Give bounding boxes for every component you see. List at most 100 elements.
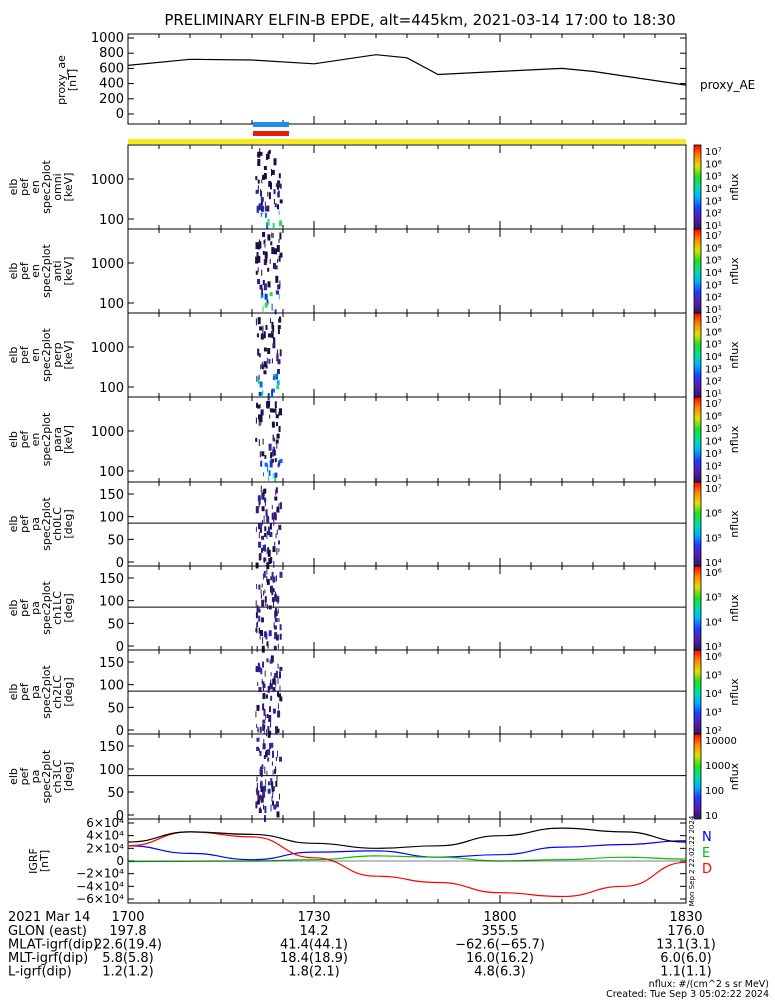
spectrogram-pixel <box>257 153 259 158</box>
spectrogram-pixel <box>267 191 269 197</box>
ytick-label: 1000 <box>91 257 124 272</box>
spectrogram-pixel <box>256 205 259 213</box>
colorbar-tick-label: 10⁵ <box>705 256 722 267</box>
spectrogram-pixel <box>264 251 268 259</box>
spectrogram-pixel <box>260 409 264 416</box>
spectrogram-pixel <box>265 714 267 720</box>
spectrogram-pixel <box>279 671 281 679</box>
colorbar-ch2LC: 10⁶ 10⁵ 10⁴ 10³ 10² nflux <box>693 649 741 737</box>
yticks-para: 1000 100 <box>91 425 134 480</box>
ylabel-line: pef <box>18 177 31 196</box>
spectrogram-pixel <box>258 209 260 214</box>
spectrogram-pixel <box>274 446 276 453</box>
spectrogram-pixel <box>262 693 266 700</box>
spectrogram-pixel <box>258 241 262 249</box>
footer-row-value: 1.2(1.2) <box>102 965 154 980</box>
colorbar-tick-label: 10³ <box>705 449 722 460</box>
spectrogram-pixel <box>275 670 278 678</box>
spectrogram-pixel <box>274 265 278 270</box>
spectrogram-pixel <box>273 601 274 609</box>
ylabel-line: perp <box>51 342 64 367</box>
spectrogram-pixel <box>259 608 261 613</box>
footer-row-label: MLT-igrf(dip) <box>8 951 88 966</box>
ytick-label: −4×10⁴ <box>76 879 124 893</box>
spectrogram-pixel <box>256 783 258 789</box>
spectrogram-pixel <box>274 248 277 255</box>
panel-frame <box>127 33 687 125</box>
spectrogram-pixel <box>263 727 265 734</box>
spectrogram-pixel <box>270 452 273 459</box>
spectrogram-pixel <box>270 679 272 687</box>
spectrogram-pixel <box>273 560 275 568</box>
spectrogram-pixel <box>268 530 271 536</box>
spectrogram-pixel <box>263 785 267 792</box>
spectrogram-pixel <box>264 500 266 507</box>
spectrogram-pixel <box>273 158 277 166</box>
spectrogram-pixel <box>263 240 265 245</box>
spectrogram-pixel <box>279 294 281 300</box>
spectrogram-pixel <box>278 426 281 432</box>
ylabel-line: elb <box>7 179 20 196</box>
spectrogram-pixel <box>278 210 280 215</box>
spectrogram-pixel <box>263 739 265 746</box>
colorbar-tick-label: 10² <box>705 462 722 473</box>
spectrogram-pixel <box>261 179 263 184</box>
yticks-omni: 1000 100 <box>91 173 134 228</box>
spectrogram-pixel <box>270 585 273 593</box>
spectrogram-pixel <box>279 252 283 258</box>
spectrogram-pixel <box>276 598 278 603</box>
ytick-label: −6×10⁴ <box>76 892 124 906</box>
spectrogram-pixel <box>277 608 279 614</box>
ylabel-line: [keV] <box>62 173 75 202</box>
ytick-label: 1000 <box>91 341 124 356</box>
spectrogram-pixel <box>274 309 277 315</box>
spectrogram-pixel <box>255 437 258 442</box>
spectrogram-pixel <box>277 597 279 605</box>
spectrogram-pixel <box>278 173 281 179</box>
spectrogram-pixel <box>258 541 262 548</box>
spectrogram-pixel <box>264 212 267 218</box>
colorbar-tick-label: 10³ <box>705 642 722 653</box>
spectrogram-pixel <box>267 234 271 241</box>
panel-omni <box>127 144 687 230</box>
spectrogram-pixel <box>276 547 278 555</box>
ytick-label: 50 <box>107 786 124 801</box>
spectrogram-pixel <box>261 599 265 607</box>
spectrogram-pixel <box>261 451 265 457</box>
ytick-label: 100 <box>99 297 124 312</box>
spectrogram-pixel <box>265 599 267 607</box>
yticks-perp: 1000 100 <box>91 341 134 396</box>
colorbar-strip <box>693 144 702 230</box>
ytick-label: 100 <box>99 679 124 694</box>
ylabel-line: para <box>51 427 64 452</box>
spectrogram-pixel <box>261 288 264 296</box>
spectrogram-pixel <box>259 766 262 772</box>
spectrogram-pixel <box>268 605 272 610</box>
spectrogram-pixel <box>255 417 257 424</box>
spectrogram-pixel <box>279 232 282 240</box>
colorbar-label: nflux <box>728 425 741 453</box>
spectrogram-pixel <box>259 635 261 640</box>
footer-row-label: GLON (east) <box>8 924 87 939</box>
ytick-label: 6×10⁴ <box>86 816 124 830</box>
spectrogram-pixel <box>263 570 266 578</box>
spectrogram-pixel <box>279 633 282 640</box>
spectrogram-pixel <box>255 666 259 673</box>
ylabel-line: ch0LC <box>51 507 64 541</box>
proxy-ae-series-label: proxy_AE <box>700 78 755 92</box>
ylabel-line: pa <box>29 685 42 699</box>
panel-igrf <box>127 818 687 904</box>
spectrogram-pixel <box>279 199 283 204</box>
spectrogram-pixel <box>265 729 267 737</box>
spectrogram-pixel <box>264 589 266 594</box>
ytick-label: 100 <box>99 381 124 396</box>
spectrogram-pixel <box>271 781 274 787</box>
spectrogram-pixel <box>267 549 271 557</box>
spectrogram-pixel <box>266 569 268 575</box>
ylabel-line: en <box>29 348 42 362</box>
